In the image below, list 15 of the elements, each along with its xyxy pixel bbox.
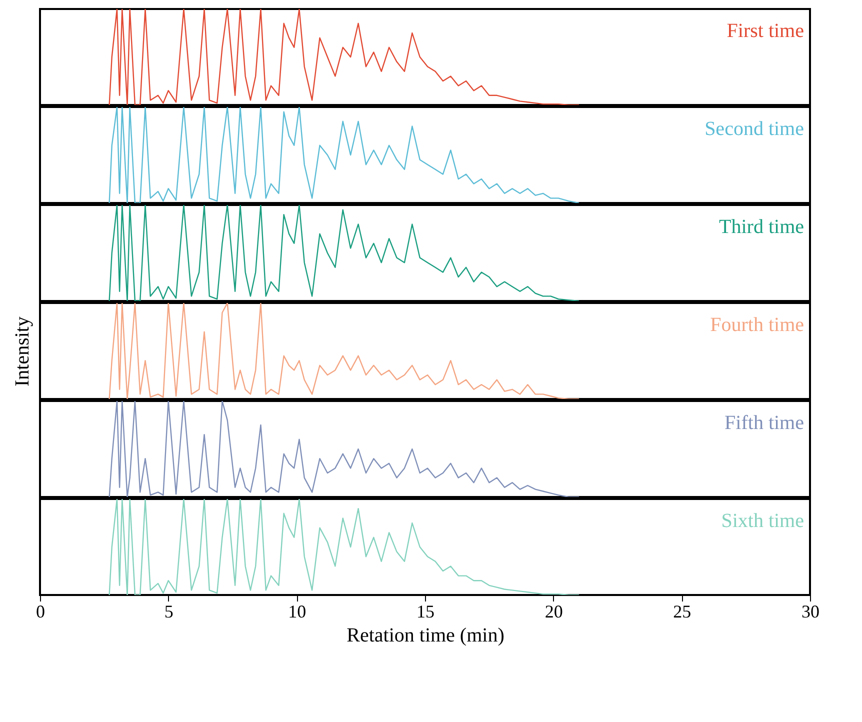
x-tick-label: 0 bbox=[36, 602, 45, 622]
text: Fourth time bbox=[710, 314, 804, 336]
text: Sixth time bbox=[721, 510, 804, 532]
x-tick-label: 10 bbox=[288, 602, 306, 622]
x-axis-title: Retation time (min) bbox=[346, 624, 504, 646]
x-tick-label: 15 bbox=[416, 602, 434, 622]
x-tick-label: 30 bbox=[802, 602, 820, 622]
x-tick-label: 25 bbox=[673, 602, 692, 622]
x-tick-label: 5 bbox=[164, 602, 174, 622]
text: Fifth time bbox=[724, 412, 804, 434]
x-tick-label: 20 bbox=[544, 602, 563, 622]
text: Second time bbox=[704, 118, 804, 140]
y-axis-title: Intensity bbox=[12, 316, 34, 386]
text: Third time bbox=[719, 216, 804, 238]
text: First time bbox=[726, 20, 804, 42]
